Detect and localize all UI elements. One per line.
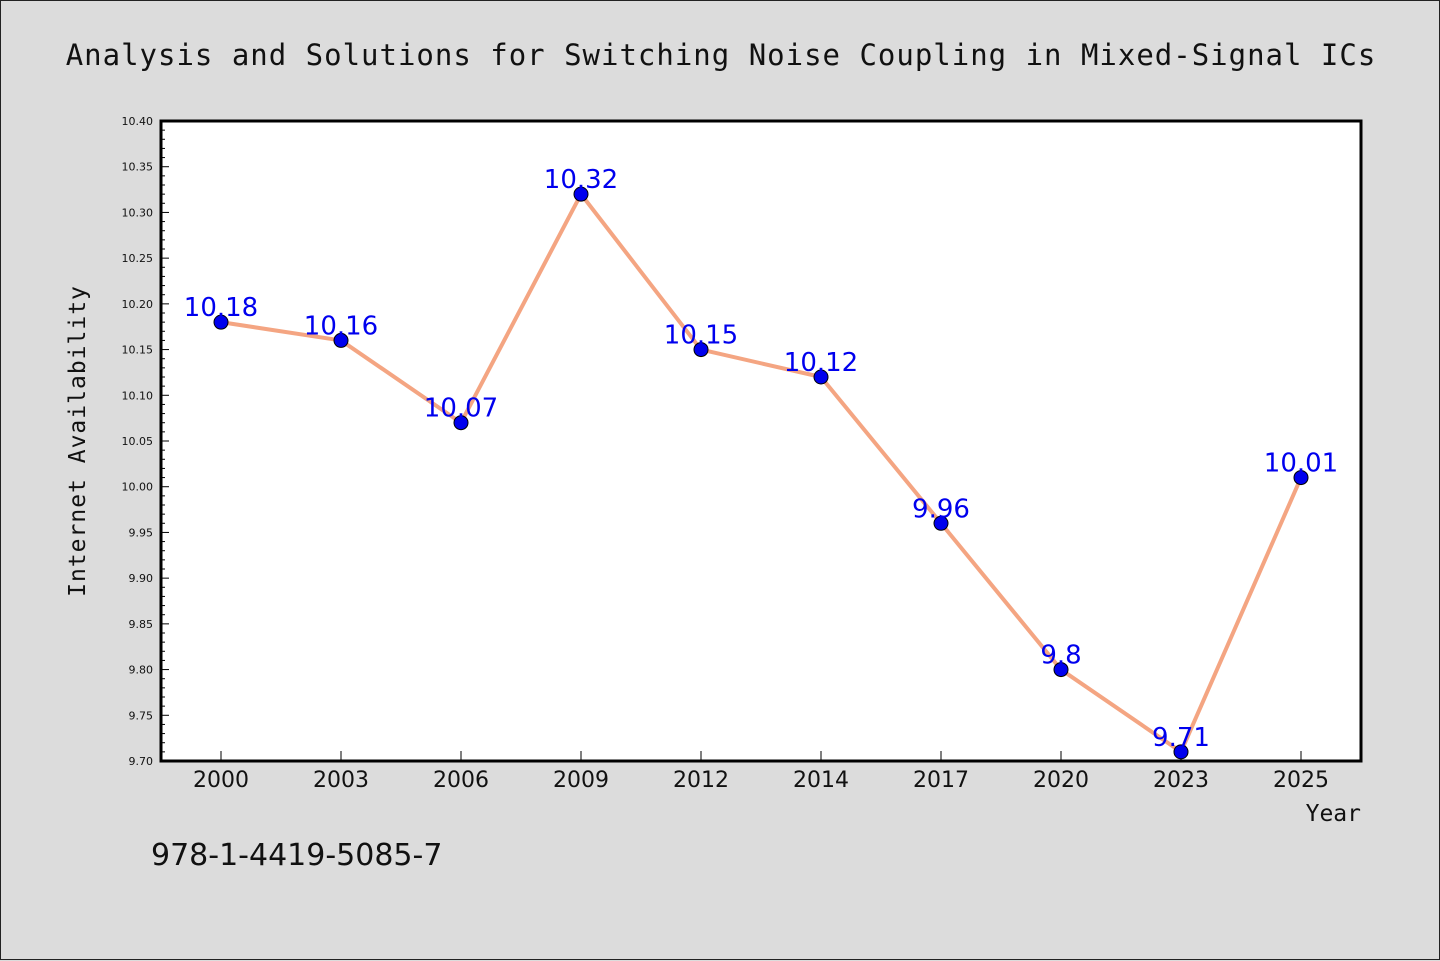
data-point (213, 314, 229, 330)
x-tick-label: 2023 (1153, 768, 1209, 793)
x-tick-label: 2020 (1033, 768, 1089, 793)
y-tick-label: 9.85 (129, 618, 154, 631)
data-point (1293, 470, 1309, 486)
data-label: 10.12 (784, 348, 858, 378)
x-tick-label: 2000 (193, 768, 249, 793)
y-tick-label: 9.75 (129, 709, 154, 722)
y-tick-label: 9.95 (129, 526, 154, 539)
data-point (333, 332, 349, 348)
x-tick-label: 2006 (433, 768, 489, 793)
data-point (1053, 662, 1069, 678)
plot-area (159, 119, 1363, 763)
data-label: 9.96 (912, 494, 970, 524)
x-tick-label: 2009 (553, 768, 609, 793)
y-tick-label: 10.30 (122, 206, 154, 219)
y-axis-ticks: 9.70 9.75 9.80 9.85 9.90 9.95 10.00 10.05 10.10 1… (122, 115, 169, 768)
data-point (813, 369, 829, 385)
data-label: 10.07 (424, 394, 498, 424)
y-tick-label: 10.40 (122, 115, 154, 128)
y-tick-label: 10.35 (122, 161, 154, 174)
y-axis-label: Internet Availability (65, 285, 91, 597)
data-label: 10.32 (544, 165, 618, 195)
y-tick-label: 9.80 (129, 664, 154, 677)
data-series: 10.18 10.16 10.07 10.32 10.15 10.12 9.96 9.8 9.7… (184, 165, 1338, 760)
data-point (1173, 744, 1189, 760)
data-label: 9.8 (1040, 641, 1081, 671)
data-label: 10.18 (184, 293, 258, 323)
series-line (220, 192, 1303, 754)
y-tick-label: 10.10 (122, 389, 154, 402)
y-tick-label: 9.70 (129, 755, 154, 768)
data-label: 9.71 (1152, 723, 1210, 753)
data-point (693, 342, 709, 358)
y-tick-label: 10.25 (122, 252, 154, 265)
x-tick-label: 2017 (913, 768, 969, 793)
y-tick-label: 10.15 (122, 344, 154, 357)
y-tick-label: 10.20 (122, 298, 154, 311)
data-label: 10.15 (664, 321, 738, 351)
x-tick-label: 2014 (793, 768, 849, 793)
data-point (933, 515, 949, 531)
data-label: 10.01 (1264, 449, 1338, 479)
chart-title: Analysis and Solutions for Switching Noi… (66, 38, 1377, 72)
x-axis-ticks: 2000 2003 2006 2009 2012 2014 2017 2020 2023 2025 (193, 751, 1329, 793)
data-point (573, 186, 589, 202)
data-point (453, 415, 469, 431)
x-tick-label: 2025 (1273, 768, 1329, 793)
y-tick-label: 10.00 (122, 481, 154, 494)
x-tick-label: 2012 (673, 768, 729, 793)
y-tick-label: 9.90 (129, 572, 154, 585)
data-label: 10.16 (304, 311, 378, 341)
isbn-text: 978-1-4419-5085-7 (151, 838, 442, 873)
y-tick-label: 10.05 (122, 435, 154, 448)
x-tick-label: 2003 (313, 768, 369, 793)
x-axis-label: Year (1306, 801, 1361, 827)
